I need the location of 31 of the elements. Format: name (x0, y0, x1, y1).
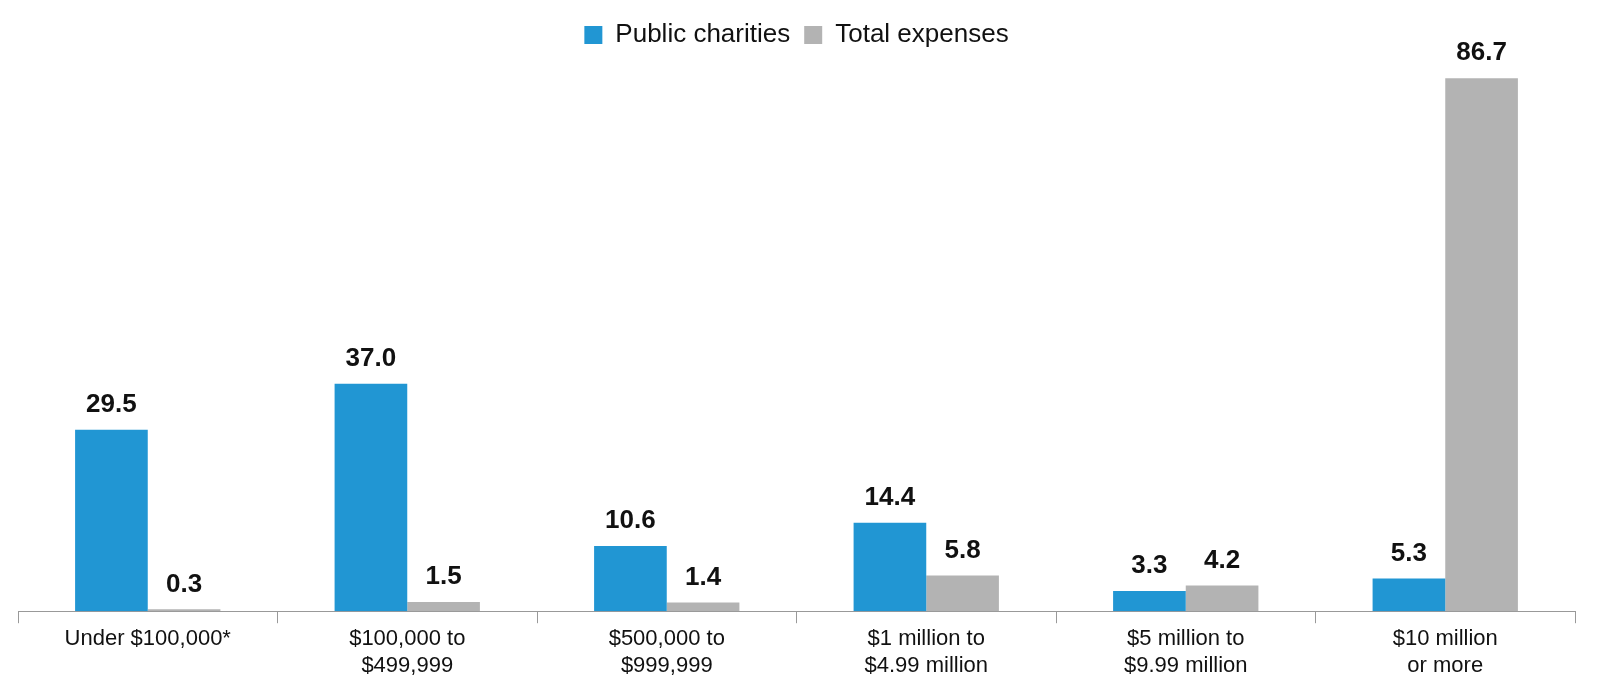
data-label: 5.3 (1390, 536, 1427, 567)
bar (407, 601, 480, 612)
x-tick-label: $10 million or more (1392, 625, 1498, 677)
bar (334, 383, 408, 612)
data-label: 3.3 (1131, 549, 1168, 580)
data-label: 1.5 (425, 560, 462, 591)
data-label: 37.0 (345, 341, 397, 372)
bar (926, 575, 999, 612)
x-tick-label: $5 million to $9.99 million (1123, 625, 1248, 677)
x-tick-label: $500,000 to $999,999 (608, 625, 725, 677)
data-label: 5.8 (944, 533, 981, 564)
bar (1445, 78, 1518, 612)
x-tick-label: $1 million to $4.99 million (864, 625, 989, 677)
data-label: 4.2 (1204, 543, 1241, 574)
data-label: 14.4 (864, 480, 916, 511)
bar (594, 546, 667, 612)
data-label: 86.7 (1456, 36, 1507, 67)
data-label: 29.5 (86, 388, 137, 419)
bar (75, 429, 148, 612)
data-label: 10.6 (605, 504, 656, 535)
bar (1372, 578, 1446, 612)
bar (666, 602, 740, 612)
legend-label: Total expenses (835, 18, 1009, 49)
x-tick-label: Under $100,000* (64, 625, 232, 651)
x-tick-label: $100,000 to $499,999 (349, 625, 466, 677)
bar (1113, 590, 1186, 612)
bar (853, 522, 927, 612)
data-label: 1.4 (685, 560, 722, 591)
bar (1185, 585, 1259, 612)
legend-label: Public charities (615, 18, 791, 49)
data-label: 0.3 (166, 567, 203, 598)
